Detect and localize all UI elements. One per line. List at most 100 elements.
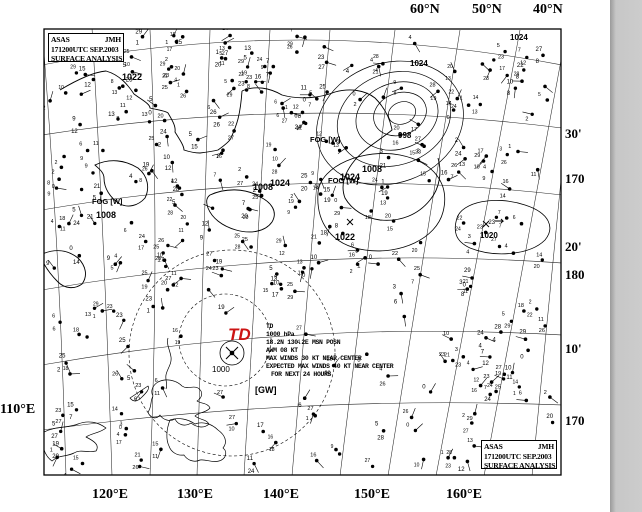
- svg-text:13: 13: [85, 312, 91, 318]
- svg-text:4: 4: [483, 165, 486, 171]
- svg-text:18: 18: [170, 32, 176, 38]
- svg-text:13: 13: [472, 110, 478, 116]
- svg-text:6: 6: [274, 100, 277, 106]
- svg-text:19: 19: [324, 198, 331, 204]
- svg-text:18: 18: [518, 303, 524, 309]
- svg-text:10: 10: [58, 85, 64, 91]
- svg-text:13: 13: [297, 259, 303, 265]
- svg-text:12: 12: [293, 105, 299, 111]
- svg-text:29: 29: [93, 301, 99, 307]
- svg-text:4: 4: [379, 367, 382, 373]
- svg-text:20: 20: [385, 214, 391, 220]
- svg-text:11: 11: [171, 271, 176, 277]
- svg-text:29: 29: [287, 295, 293, 301]
- svg-text:15: 15: [79, 66, 86, 72]
- svg-text:18: 18: [269, 447, 275, 453]
- svg-text:2: 2: [354, 102, 357, 108]
- svg-text:29: 29: [276, 238, 282, 244]
- svg-text:7: 7: [498, 210, 501, 216]
- svg-text:25: 25: [162, 85, 168, 91]
- svg-text:9: 9: [200, 236, 204, 242]
- svg-text:0: 0: [520, 354, 524, 360]
- svg-text:4: 4: [171, 179, 174, 185]
- svg-text:4: 4: [129, 174, 133, 180]
- svg-text:2: 2: [55, 160, 58, 166]
- svg-text:23: 23: [498, 54, 504, 60]
- svg-text:7: 7: [308, 103, 311, 109]
- svg-text:21: 21: [444, 353, 450, 359]
- svg-text:23: 23: [126, 78, 133, 84]
- svg-text:5: 5: [269, 266, 273, 272]
- svg-text:16: 16: [392, 140, 398, 146]
- svg-text:11: 11: [298, 270, 303, 276]
- svg-text:18: 18: [73, 327, 79, 333]
- svg-text:28: 28: [494, 325, 501, 331]
- svg-text:1000: 1000: [212, 365, 230, 374]
- svg-text:1: 1: [285, 105, 288, 111]
- svg-text:4: 4: [493, 338, 497, 344]
- svg-text:24: 24: [455, 226, 461, 232]
- svg-text:25: 25: [119, 338, 126, 344]
- svg-text:1: 1: [441, 450, 444, 456]
- svg-text:2: 2: [462, 413, 465, 419]
- svg-text:5: 5: [497, 43, 500, 49]
- svg-text:TD: TD: [228, 325, 251, 344]
- svg-text:29: 29: [519, 330, 526, 336]
- svg-text:0: 0: [303, 98, 307, 104]
- svg-text:20: 20: [412, 248, 418, 254]
- svg-text:26: 26: [403, 409, 409, 415]
- svg-text:17: 17: [138, 246, 144, 252]
- svg-text:4: 4: [409, 35, 412, 41]
- svg-text:22: 22: [449, 90, 455, 96]
- svg-text:25: 25: [301, 174, 308, 180]
- svg-text:20: 20: [394, 126, 400, 132]
- svg-text:24: 24: [257, 57, 263, 63]
- svg-text:21: 21: [87, 215, 94, 221]
- svg-text:24: 24: [160, 130, 167, 136]
- svg-text:24: 24: [206, 266, 212, 272]
- svg-text:5: 5: [127, 376, 131, 382]
- svg-text:27: 27: [463, 428, 469, 434]
- svg-text:1: 1: [50, 448, 53, 454]
- svg-text:18: 18: [59, 216, 65, 222]
- svg-text:23: 23: [483, 374, 489, 380]
- svg-text:1024: 1024: [510, 33, 528, 42]
- svg-text:14: 14: [446, 101, 452, 107]
- svg-text:6: 6: [52, 313, 55, 319]
- svg-text:23: 23: [145, 297, 152, 303]
- svg-text:29: 29: [227, 93, 233, 99]
- svg-text:27: 27: [296, 326, 302, 332]
- svg-text:2: 2: [238, 167, 241, 173]
- svg-text:11: 11: [120, 103, 126, 109]
- svg-text:23: 23: [415, 150, 421, 156]
- svg-text:3: 3: [499, 146, 502, 152]
- svg-text:5: 5: [111, 266, 114, 272]
- svg-text:5: 5: [72, 207, 76, 213]
- svg-text:28: 28: [373, 54, 379, 60]
- svg-text:4: 4: [467, 360, 470, 366]
- svg-text:14: 14: [112, 406, 118, 412]
- svg-text:6: 6: [276, 113, 279, 119]
- svg-text:FOG [W]: FOG [W]: [328, 176, 359, 185]
- svg-text:10: 10: [157, 253, 163, 259]
- svg-text:19: 19: [175, 340, 181, 346]
- svg-text:23: 23: [455, 362, 461, 368]
- svg-text:27: 27: [282, 118, 288, 124]
- svg-text:26: 26: [501, 160, 507, 166]
- svg-text:6: 6: [124, 228, 127, 234]
- svg-text:10: 10: [507, 79, 514, 85]
- svg-text:25: 25: [153, 244, 159, 250]
- svg-text:3: 3: [393, 285, 397, 291]
- svg-text:24: 24: [139, 234, 145, 240]
- svg-text:3: 3: [455, 347, 458, 353]
- svg-text:9: 9: [47, 192, 50, 198]
- svg-text:0: 0: [148, 111, 152, 117]
- svg-text:4: 4: [63, 473, 66, 479]
- svg-text:8: 8: [536, 59, 540, 65]
- svg-text:14: 14: [513, 379, 519, 385]
- svg-text:4: 4: [174, 77, 177, 83]
- svg-text:18: 18: [365, 215, 371, 221]
- svg-text:20: 20: [301, 187, 308, 193]
- svg-text:28: 28: [327, 357, 333, 363]
- svg-text:4: 4: [375, 68, 378, 74]
